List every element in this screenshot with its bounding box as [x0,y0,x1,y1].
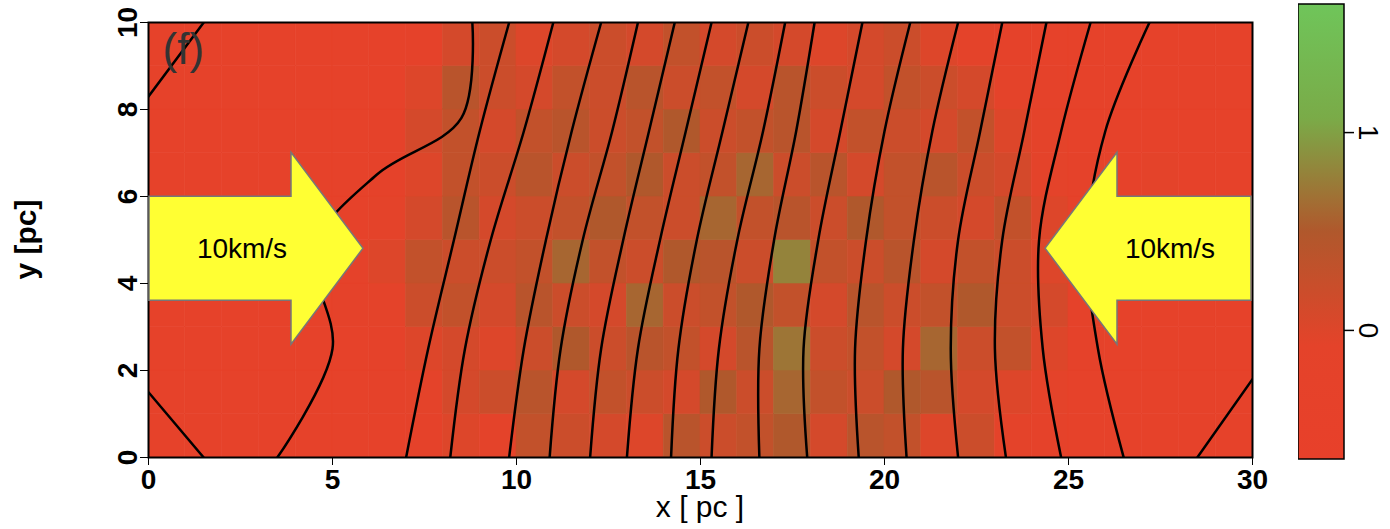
svg-text:15: 15 [684,464,717,496]
svg-text:2: 2 [112,363,143,379]
svg-text:y [pc]: y [pc] [9,199,42,279]
svg-text:6: 6 [112,189,143,205]
svg-text:8: 8 [112,102,143,118]
svg-text:x [ pc ]: x [ pc ] [656,490,744,523]
svg-text:10km/s: 10km/s [197,233,287,264]
svg-text:4: 4 [112,275,143,291]
svg-text:10: 10 [501,464,532,495]
svg-text:0: 0 [1353,323,1384,339]
svg-text:5: 5 [325,464,341,495]
svg-text:0: 0 [141,464,157,495]
svg-text:(f): (f) [163,24,205,73]
svg-text:10: 10 [112,7,143,38]
svg-text:0: 0 [112,450,143,466]
svg-text:30: 30 [1237,464,1268,495]
svg-text:20: 20 [869,464,900,495]
svg-text:1: 1 [1353,125,1384,141]
svg-text:25: 25 [1053,464,1084,495]
svg-text:10km/s: 10km/s [1125,233,1215,264]
